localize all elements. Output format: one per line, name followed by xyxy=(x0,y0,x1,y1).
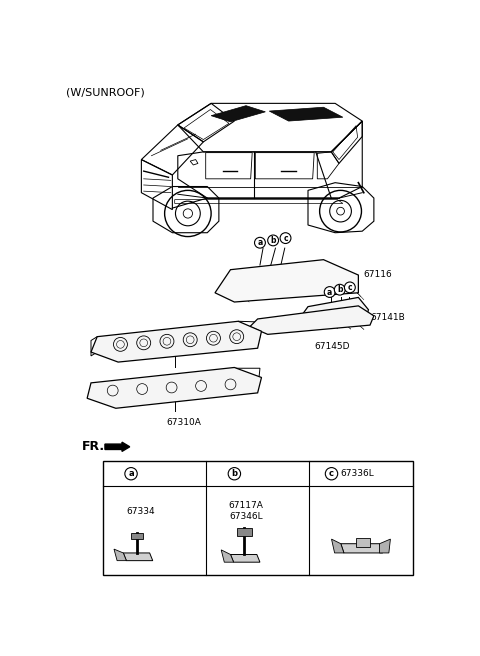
Text: 67310A: 67310A xyxy=(166,417,201,426)
Polygon shape xyxy=(332,539,344,553)
Polygon shape xyxy=(131,533,144,539)
Text: 67117A
67346L: 67117A 67346L xyxy=(228,501,264,521)
Polygon shape xyxy=(215,260,359,302)
Polygon shape xyxy=(250,306,374,335)
Circle shape xyxy=(125,468,137,480)
Bar xyxy=(103,461,413,575)
Text: 67116: 67116 xyxy=(364,270,393,279)
Text: b: b xyxy=(337,285,343,294)
Circle shape xyxy=(254,237,265,248)
Text: a: a xyxy=(327,287,332,297)
Circle shape xyxy=(335,284,345,295)
Bar xyxy=(356,537,370,547)
Polygon shape xyxy=(341,544,383,553)
Polygon shape xyxy=(230,554,260,562)
Text: a: a xyxy=(128,469,134,478)
Text: b: b xyxy=(231,469,238,478)
Text: 67334: 67334 xyxy=(126,506,155,516)
Text: 67145D: 67145D xyxy=(314,342,350,351)
Text: c: c xyxy=(283,234,288,243)
Text: FR.: FR. xyxy=(82,440,105,453)
Text: 67113F: 67113F xyxy=(161,375,194,384)
Polygon shape xyxy=(269,107,343,121)
Polygon shape xyxy=(237,528,252,536)
Text: 67336L: 67336L xyxy=(341,469,374,478)
Text: c: c xyxy=(329,469,334,478)
Polygon shape xyxy=(87,367,262,408)
Circle shape xyxy=(268,235,278,246)
Circle shape xyxy=(325,468,338,480)
Polygon shape xyxy=(380,539,390,553)
Polygon shape xyxy=(123,553,153,561)
Text: 67141B: 67141B xyxy=(370,313,405,322)
Circle shape xyxy=(345,282,355,293)
Text: b: b xyxy=(270,236,276,245)
Polygon shape xyxy=(91,321,262,362)
Text: (W/SUNROOF): (W/SUNROOF) xyxy=(66,88,145,98)
Circle shape xyxy=(280,233,291,243)
Polygon shape xyxy=(114,549,126,561)
FancyArrow shape xyxy=(105,442,130,451)
Circle shape xyxy=(228,468,240,480)
Polygon shape xyxy=(221,550,234,562)
Text: c: c xyxy=(348,283,352,292)
Text: a: a xyxy=(257,238,263,247)
Polygon shape xyxy=(300,297,369,327)
Circle shape xyxy=(324,287,335,297)
Polygon shape xyxy=(211,106,265,122)
